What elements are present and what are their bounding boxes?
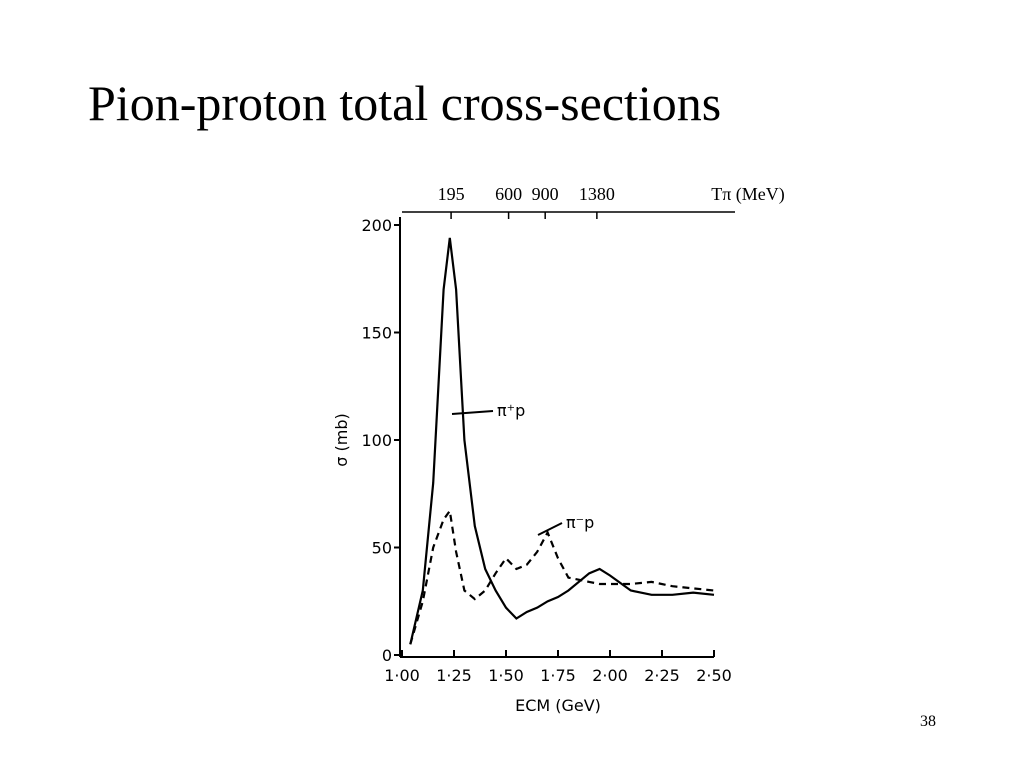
x-tick-label: 1·25 (436, 666, 472, 685)
x-tick-label: 1·50 (488, 666, 524, 685)
top-tick-label: 600 (495, 184, 522, 204)
x-tick-label: 1·00 (384, 666, 420, 685)
page-number: 38 (920, 713, 936, 730)
top-tick-label: 1380 (579, 184, 615, 204)
x-tick-label: 1·75 (540, 666, 576, 685)
series-line (409, 508, 715, 645)
x-axis-label: ECM (GeV) (515, 696, 601, 715)
x-tick-label: 2·25 (644, 666, 680, 685)
y-tick-label: 200 (361, 216, 392, 235)
chart: 0 50 100 150 200 1·00 1·25 1·50 1·75 2·00 2·25 2·50… (332, 184, 785, 715)
top-tick-label: 900 (532, 184, 559, 204)
x-tick-label: 2·00 (592, 666, 628, 685)
y-tick-label: 150 (361, 324, 392, 343)
top-axis-label: Tπ (MeV) (711, 184, 785, 205)
top-tick-label: 195 (438, 184, 465, 204)
y-tick-label: 50 (372, 539, 392, 558)
series-line (409, 237, 715, 645)
series-pointer (451, 410, 494, 415)
x-tick-label: 2·50 (696, 666, 732, 685)
series-pointer (537, 522, 563, 536)
y-tick-label: 100 (361, 431, 392, 450)
series-label: π⁺p (497, 401, 525, 420)
y-axis-label: σ (mb) (332, 413, 351, 466)
y-tick-label: 0 (382, 646, 392, 665)
series-label: π⁻p (566, 513, 594, 532)
slide-title: Pion-proton total cross-sections (88, 75, 721, 131)
